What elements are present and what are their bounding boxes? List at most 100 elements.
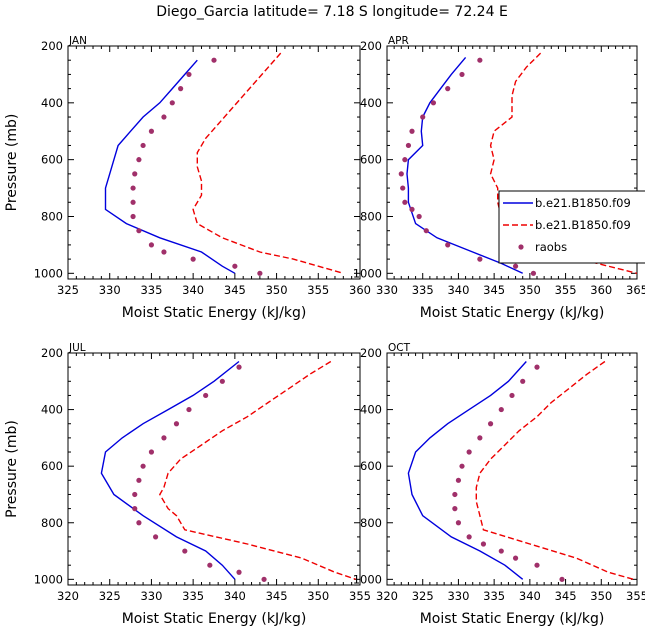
x-tick-label: 345: [224, 283, 246, 297]
y-tick-label: 200: [41, 39, 63, 53]
plot-frame: [67, 352, 361, 586]
raobs-point: [466, 534, 472, 540]
raobs-point: [455, 477, 462, 483]
raobs-point: [398, 171, 404, 177]
raobs-point: [257, 270, 263, 276]
series-group: [104, 52, 344, 276]
raobs-point: [402, 157, 408, 163]
x-tick-label: 345: [266, 589, 288, 603]
x-tick-label: 330: [376, 283, 398, 297]
raobs-point: [132, 171, 138, 177]
x-tick-label: 350: [266, 283, 288, 297]
y-tick-label: 1000: [34, 266, 63, 280]
raobs-point: [136, 477, 142, 483]
model-solid-line: [104, 59, 236, 274]
raobs-point: [140, 463, 146, 469]
x-tick-label: 320: [57, 589, 79, 603]
raobs-point: [169, 100, 175, 106]
panel-label: APR: [388, 35, 409, 47]
x-tick-label: 325: [57, 283, 79, 297]
raobs-point: [207, 562, 213, 568]
raobs-point: [211, 57, 217, 63]
y-axis-label: Pressure (mb): [4, 114, 20, 212]
x-tick-label: 330: [99, 283, 121, 297]
legend-label: raobs: [535, 240, 567, 254]
raobs-point: [161, 114, 167, 120]
x-axis-label: Moist Static Energy (kJ/kg): [420, 611, 605, 627]
raobs-point: [477, 57, 483, 63]
raobs-point: [559, 576, 565, 582]
figure-title: Diego_Garcia latitude= 7.18 S longitude=…: [156, 4, 508, 20]
series-group: [407, 360, 634, 582]
raobs-point: [148, 449, 155, 455]
raobs-point: [477, 256, 483, 262]
raobs-point: [509, 392, 515, 399]
raobs-point: [459, 71, 465, 78]
x-axis-label: Moist Static Energy (kJ/kg): [122, 305, 307, 321]
raobs-point: [402, 199, 408, 205]
x-axis-label: Moist Static Energy (kJ/kg): [420, 305, 605, 321]
x-tick-label: 360: [349, 283, 371, 297]
panels-group: 325 330 335 340 345 350 355 360 200 400 600 800 1000…: [4, 35, 645, 627]
raobs-point: [161, 435, 167, 441]
panel-label: JAN: [68, 35, 87, 47]
plot-frame: [386, 45, 638, 280]
y-tick-label: 400: [41, 96, 63, 110]
raobs-point: [405, 142, 412, 149]
raobs-point: [423, 228, 429, 234]
x-axis-label: Moist Static Energy (kJ/kg): [122, 611, 307, 627]
x-tick-label: 350: [307, 589, 329, 603]
raobs-point: [236, 569, 242, 575]
raobs-point: [186, 406, 192, 413]
y-tick-label: 200: [41, 346, 63, 360]
x-tick-label: 320: [376, 589, 398, 603]
raobs-point: [409, 128, 415, 134]
y-tick-label: 800: [360, 516, 382, 530]
panel-apr: 330 335 340 345 350 355 360 365 200 400 600 800 1000…: [353, 35, 645, 321]
raobs-point: [132, 491, 138, 498]
y-tick-label: 1000: [34, 572, 63, 586]
panel-label: JUL: [68, 342, 86, 354]
raobs-point: [445, 242, 451, 248]
raobs-point: [261, 576, 267, 582]
raobs-point: [219, 378, 225, 384]
panel-oct: 320 325 330 335 340 345 350 355 200 400 600 800 1000…: [353, 342, 645, 627]
raobs-point: [534, 364, 540, 370]
x-tick-label: 350: [590, 589, 612, 603]
raobs-point: [400, 185, 406, 191]
y-tick-label: 800: [360, 209, 382, 223]
y-axis-label: Pressure (mb): [4, 420, 20, 518]
raobs-point: [148, 242, 155, 248]
raobs-point: [534, 562, 540, 568]
x-tick-label: 340: [182, 283, 204, 297]
series-group: [100, 360, 357, 582]
y-tick-label: 400: [360, 403, 382, 417]
x-tick-label: 355: [349, 589, 371, 603]
model-solid-line: [407, 361, 527, 580]
raobs-point: [130, 213, 136, 220]
x-tick-label: 360: [590, 283, 612, 297]
x-tick-label: 345: [555, 589, 577, 603]
raobs-point: [232, 263, 238, 269]
y-tick-label: 200: [360, 39, 382, 53]
raobs-point: [182, 548, 188, 554]
x-tick-label: 340: [447, 283, 469, 297]
legend: b.e21.B1850.f09 b.e21.B1850.f09 raobs: [498, 190, 645, 264]
y-tick-label: 400: [360, 96, 382, 110]
x-tick-label: 325: [412, 589, 434, 603]
x-tick-label: 355: [626, 589, 645, 603]
raobs-point: [178, 86, 184, 92]
raobs-point: [498, 548, 504, 554]
raobs-point: [203, 392, 209, 399]
model-dashed-line: [158, 360, 357, 580]
y-tick-label: 1000: [353, 572, 382, 586]
x-tick-label: 335: [483, 589, 505, 603]
raobs-point: [455, 520, 462, 526]
raobs-point: [130, 185, 136, 191]
model-dashed-line: [192, 52, 344, 274]
model-solid-line: [406, 56, 523, 274]
raobs-point: [136, 157, 142, 163]
raobs-point: [148, 128, 155, 134]
y-tick-label: 800: [41, 209, 63, 223]
